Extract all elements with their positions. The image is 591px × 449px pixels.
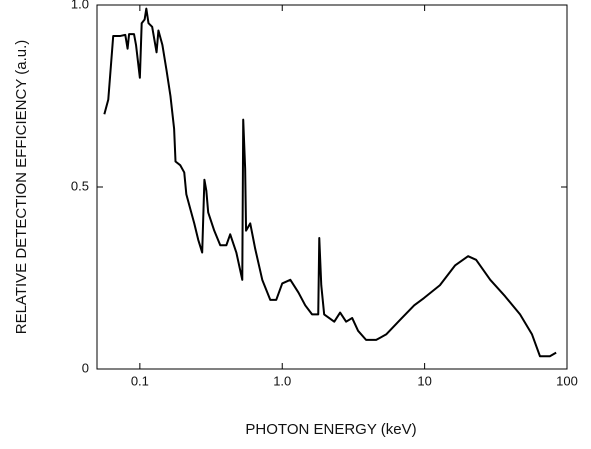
x-tick-label: 100 [556,373,578,388]
y-axis-label: RELATIVE DETECTION EFFICIENCY (a.u.) [13,40,30,335]
y-tick-label: 0 [82,360,89,375]
x-tick-label: 0.1 [131,373,149,388]
plot-frame [96,4,568,370]
x-axis-label: PHOTON ENERGY (keV) [245,421,416,438]
x-tick-label: 1.0 [273,373,291,388]
data-line [103,7,557,358]
y-tick-label: 1.0 [71,0,89,11]
y-tick-label: 0.5 [71,178,89,193]
x-tick-label: 10 [417,373,431,388]
